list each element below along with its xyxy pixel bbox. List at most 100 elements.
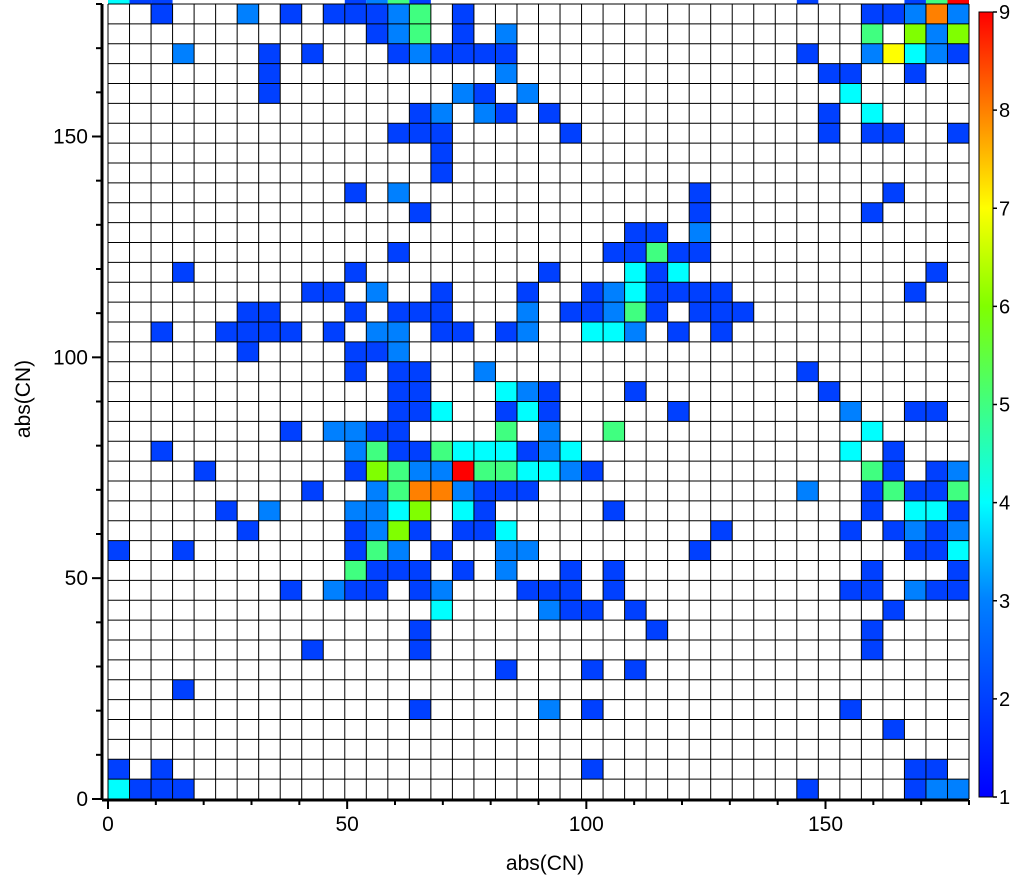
heatmap-cell (495, 381, 517, 402)
heatmap-cell (409, 441, 431, 462)
heatmap-cell (904, 500, 926, 521)
heatmap-cell (581, 600, 604, 621)
heatmap-cell (409, 401, 431, 422)
heatmap-cell (516, 540, 539, 561)
heatmap-cell (516, 83, 539, 104)
heatmap-cell (581, 461, 604, 481)
heatmap-cell (581, 759, 604, 780)
heatmap-cell (129, 0, 152, 4)
heatmap-cell (473, 500, 496, 521)
heatmap-cell (430, 481, 453, 501)
x-tick-label: 0 (102, 813, 114, 836)
heatmap-cell (538, 461, 561, 481)
heatmap-cell (882, 600, 905, 621)
heatmap-cell (538, 262, 561, 283)
heatmap-cell (237, 302, 259, 322)
heatmap-cell (560, 302, 582, 322)
heatmap-cell (624, 322, 647, 342)
heatmap-cell (947, 500, 969, 521)
x-tick-label: 100 (569, 813, 604, 836)
heatmap-cell (387, 322, 410, 342)
heatmap-cell (409, 481, 431, 501)
heatmap-cell (344, 461, 367, 481)
heatmap-cell (452, 43, 474, 64)
heatmap-cell (710, 302, 733, 322)
heatmap-cell (344, 580, 367, 601)
heatmap-cell (925, 43, 948, 64)
heatmap-cell (430, 600, 453, 621)
heatmap-cell (409, 123, 431, 144)
heatmap-cell (538, 401, 561, 422)
y-tick-label: 150 (53, 126, 88, 149)
heatmap-cell (280, 322, 302, 342)
heatmap-cell (387, 421, 410, 442)
heatmap-cell (646, 302, 668, 322)
heatmap-cell (796, 481, 819, 501)
heatmap-cell (258, 302, 281, 322)
heatmap-cell (452, 481, 474, 501)
heatmap-cell (280, 4, 302, 24)
heatmap-cell (818, 123, 840, 144)
heatmap-cell (882, 719, 905, 740)
heatmap-cell (516, 322, 539, 342)
heatmap-cell (882, 123, 905, 144)
colorbar-tick-label: 8 (999, 100, 1010, 122)
heatmap-cell (473, 83, 496, 104)
heatmap-cell (538, 441, 561, 462)
heatmap-cell (710, 322, 733, 342)
heatmap-cell (861, 421, 883, 442)
heatmap-cell (947, 4, 969, 24)
heatmap-cell (387, 361, 410, 382)
heatmap-cell (430, 163, 453, 183)
heatmap-cell (495, 23, 517, 44)
heatmap-cell (473, 520, 496, 541)
heatmap-cell (947, 779, 969, 799)
heatmap-cell (603, 500, 625, 521)
heatmap-cell (344, 421, 367, 442)
heatmap-cell (387, 242, 410, 263)
heatmap-cell (839, 63, 862, 84)
heatmap-cell (151, 779, 173, 799)
heatmap-cell (947, 23, 969, 44)
heatmap-cell (796, 361, 819, 382)
colorbar-tick-label: 5 (999, 395, 1010, 417)
heatmap-cell (430, 441, 453, 462)
heatmap-cell (215, 322, 238, 342)
heatmap-cell (366, 282, 388, 303)
heatmap-cell (409, 103, 431, 124)
heatmap-cell (495, 540, 517, 561)
heatmap-cell (732, 302, 754, 322)
heatmap-cell (108, 759, 130, 780)
heatmap-cell (603, 282, 625, 303)
heatmap-cell (473, 103, 496, 124)
heatmap-cell (387, 441, 410, 462)
heatmap-cell (861, 560, 883, 581)
heatmap-cell (387, 500, 410, 521)
heatmap-cell (409, 580, 431, 601)
heatmap-cell (646, 242, 668, 263)
heatmap-cell (344, 560, 367, 581)
heatmap-cell (280, 580, 302, 601)
heatmap-cell (538, 103, 561, 124)
heatmap-cell (947, 560, 969, 581)
heatmap-cell (409, 381, 431, 402)
heatmap-cell (624, 282, 647, 303)
heatmap-cell (516, 481, 539, 501)
heatmap-cell (925, 540, 948, 561)
heatmap-cell (710, 282, 733, 303)
colorbar-gradient (978, 11, 994, 798)
heatmap-cell (108, 0, 130, 4)
heatmap-cell (861, 4, 883, 24)
heatmap-cell (667, 322, 690, 342)
y-tick-label: 0 (76, 788, 88, 811)
heatmap-cell (689, 540, 711, 561)
heatmap-cell (151, 759, 173, 780)
heatmap-cell (861, 123, 883, 144)
heatmap-cell (344, 0, 367, 4)
heatmap-cell (904, 759, 926, 780)
heatmap-cell (387, 302, 410, 322)
heatmap-cell (947, 481, 969, 501)
heatmap-cell (904, 580, 926, 601)
heatmap-cell (861, 202, 883, 223)
heatmap-cell (839, 83, 862, 104)
